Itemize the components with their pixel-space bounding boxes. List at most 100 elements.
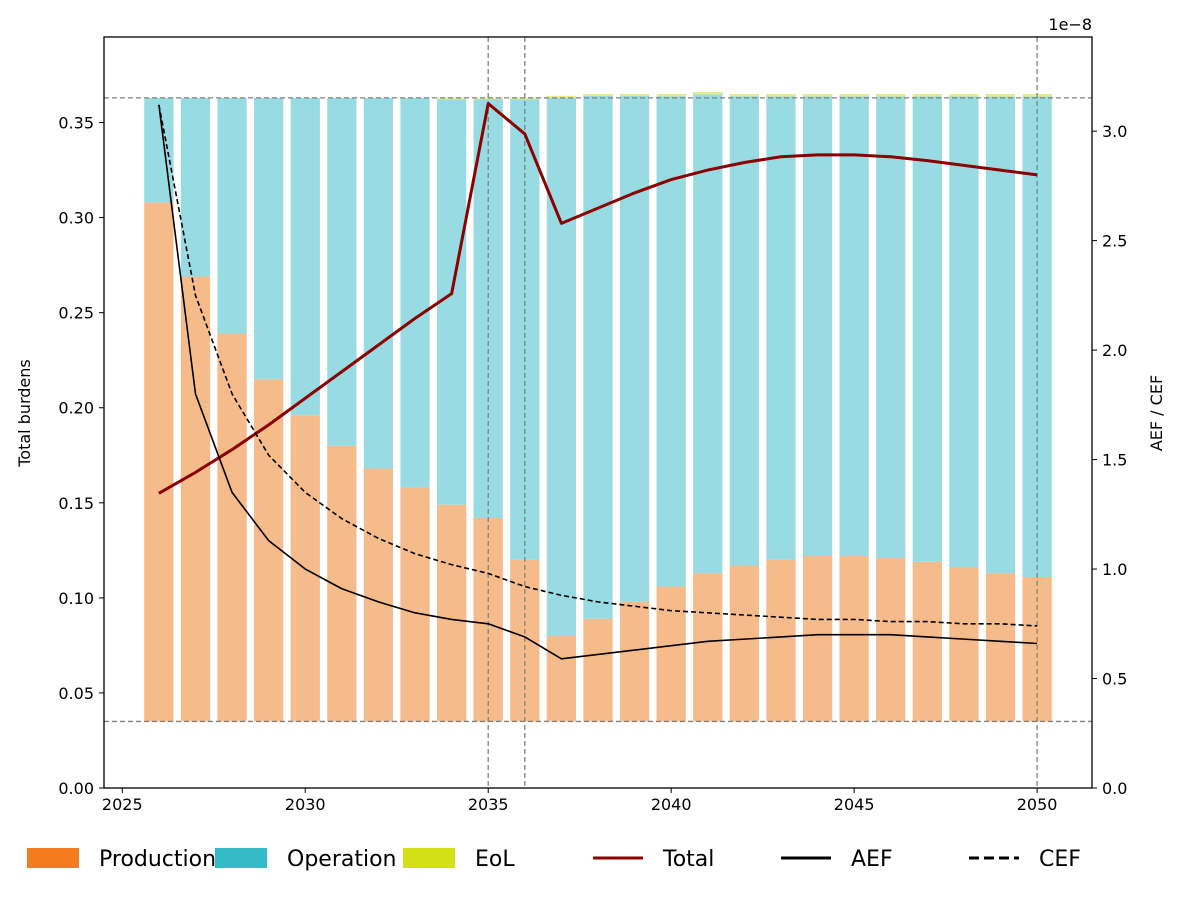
bar-production-2028: [217, 333, 247, 722]
bar-operation-2037: [546, 95, 577, 636]
legend-label-aef: AEF: [851, 847, 893, 872]
bar-production-2049: [985, 573, 1016, 722]
x-tick-label-2040: 2040: [651, 795, 692, 814]
ticks-layer: 2025 2030 2035 2040 2045 2050 0.00 0.05 0.10 0.15…: [58, 114, 1127, 814]
bar-operation-2040: [656, 94, 686, 587]
bar-operation-2048: [949, 94, 979, 568]
bar-operation-2030: [290, 97, 320, 416]
bar-eol-2036: [510, 97, 540, 100]
bar-production-2038: [583, 618, 613, 722]
y-right-tick-label-4: 2.0: [1102, 341, 1127, 360]
legend-label-production: Production: [99, 847, 216, 872]
bar-operation-2043: [766, 94, 796, 560]
bar-eol-2045: [839, 94, 869, 97]
bar-production-2032: [363, 468, 394, 722]
bar-production-2033: [400, 487, 430, 722]
bar-eol-2037: [546, 95, 577, 98]
x-tick-label-2025: 2025: [102, 795, 143, 814]
y-left-tick-label-1: 0.05: [58, 684, 94, 703]
y-left-tick-label-5: 0.25: [58, 304, 94, 323]
bar-eol-2035: [473, 97, 503, 100]
bar-production-2035: [473, 518, 503, 722]
bar-operation-2044: [802, 94, 833, 557]
x-tick-label-2050: 2050: [1017, 795, 1058, 814]
bar-operation-2042: [729, 94, 760, 566]
bar-production-2026: [144, 202, 174, 722]
right-axis-offset-label: 1e−8: [1048, 15, 1092, 34]
reference-lines-layer: [104, 37, 1092, 788]
y-left-tick-label-4: 0.20: [58, 399, 94, 418]
x-tick-label-2030: 2030: [285, 795, 326, 814]
line-series-cef: [158, 104, 1038, 627]
bar-eol-2042: [729, 94, 760, 97]
bar-production-2040: [656, 586, 686, 722]
bar-production-2044: [802, 556, 833, 722]
bar-eol-2049: [985, 94, 1016, 97]
bar-production-2029: [254, 379, 284, 722]
axes-frame: [103, 36, 1093, 789]
bar-operation-2027: [180, 97, 211, 277]
bar-eol-2039: [619, 94, 650, 96]
bar-production-2043: [766, 559, 796, 722]
bars-layer: [144, 92, 1052, 722]
y-left-tick-label-6: 0.30: [58, 209, 94, 228]
bar-eol-2034: [436, 97, 467, 100]
bar-operation-2032: [363, 97, 394, 469]
bar-production-2048: [949, 567, 979, 722]
y-left-tick-label-7: 0.35: [58, 114, 94, 133]
y-right-tick-label-6: 3.0: [1102, 122, 1127, 141]
bar-production-2027: [180, 276, 211, 722]
bar-eol-2043: [766, 94, 796, 97]
bar-operation-2029: [254, 97, 284, 380]
y-axis-label-left: Total burdens: [15, 359, 34, 468]
legend: Production Operation EoL Total AEF CEF: [27, 847, 1081, 872]
bar-production-2037: [546, 635, 577, 722]
bar-operation-2047: [912, 94, 942, 562]
bar-eol-2041: [693, 92, 723, 95]
bar-production-2042: [729, 565, 760, 722]
bar-production-2039: [619, 601, 650, 722]
bar-operation-2039: [619, 94, 650, 602]
bar-operation-2045: [839, 94, 869, 557]
line-series-aef: [158, 104, 1038, 660]
y-left-tick-label-0: 0.00: [58, 779, 94, 798]
legend-swatch-production: [27, 848, 79, 868]
bar-production-2034: [436, 504, 467, 722]
x-tick-label-2035: 2035: [468, 795, 509, 814]
bar-production-2041: [693, 573, 723, 722]
axes-frame-layer: [103, 36, 1093, 789]
bar-production-2046: [876, 557, 906, 722]
bar-eol-2040: [656, 94, 686, 97]
bar-eol-2046: [876, 94, 906, 97]
lines-layer: [158, 102, 1038, 660]
bar-operation-2031: [327, 97, 357, 446]
y-right-tick-label-5: 2.5: [1102, 232, 1127, 251]
bar-eol-2038: [583, 94, 613, 96]
bar-production-2045: [839, 556, 869, 722]
legend-label-total: Total: [662, 847, 714, 872]
bar-production-2047: [912, 561, 942, 722]
bar-operation-2033: [400, 97, 430, 488]
y-right-tick-label-2: 1.0: [1102, 560, 1127, 579]
bar-eol-2044: [802, 94, 833, 97]
y-right-tick-label-0: 0.0: [1102, 779, 1127, 798]
legend-label-operation: Operation: [287, 847, 396, 872]
legend-swatch-eol: [403, 848, 455, 868]
bar-operation-2041: [693, 92, 723, 574]
y-right-tick-label-1: 0.5: [1102, 670, 1127, 689]
bar-operation-2038: [583, 94, 613, 619]
bar-operation-2049: [985, 94, 1016, 574]
y-left-tick-label-3: 0.15: [58, 494, 94, 513]
legend-label-eol: EoL: [475, 847, 515, 872]
y-left-tick-label-2: 0.10: [58, 589, 94, 608]
legend-swatch-operation: [215, 848, 267, 868]
bar-operation-2046: [876, 94, 906, 558]
axis-labels-layer: Total burdens AEF / CEF 1e−8: [15, 15, 1166, 468]
bar-eol-2047: [912, 94, 942, 97]
legend-label-cef: CEF: [1039, 847, 1081, 872]
y-right-tick-label-3: 1.5: [1102, 451, 1127, 470]
bar-operation-2028: [217, 97, 247, 334]
bar-eol-2048: [949, 94, 979, 97]
